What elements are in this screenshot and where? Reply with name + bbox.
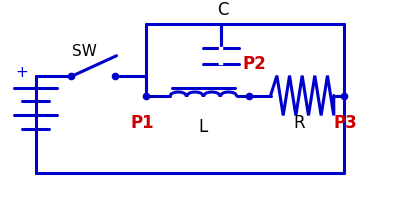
Text: P2: P2 — [243, 55, 267, 73]
Text: +: + — [15, 65, 28, 80]
Text: R: R — [293, 114, 305, 132]
Text: P3: P3 — [334, 114, 357, 132]
Text: L: L — [199, 118, 208, 136]
Text: P1: P1 — [130, 114, 154, 132]
Text: SW: SW — [73, 44, 97, 59]
Text: C: C — [217, 1, 229, 19]
